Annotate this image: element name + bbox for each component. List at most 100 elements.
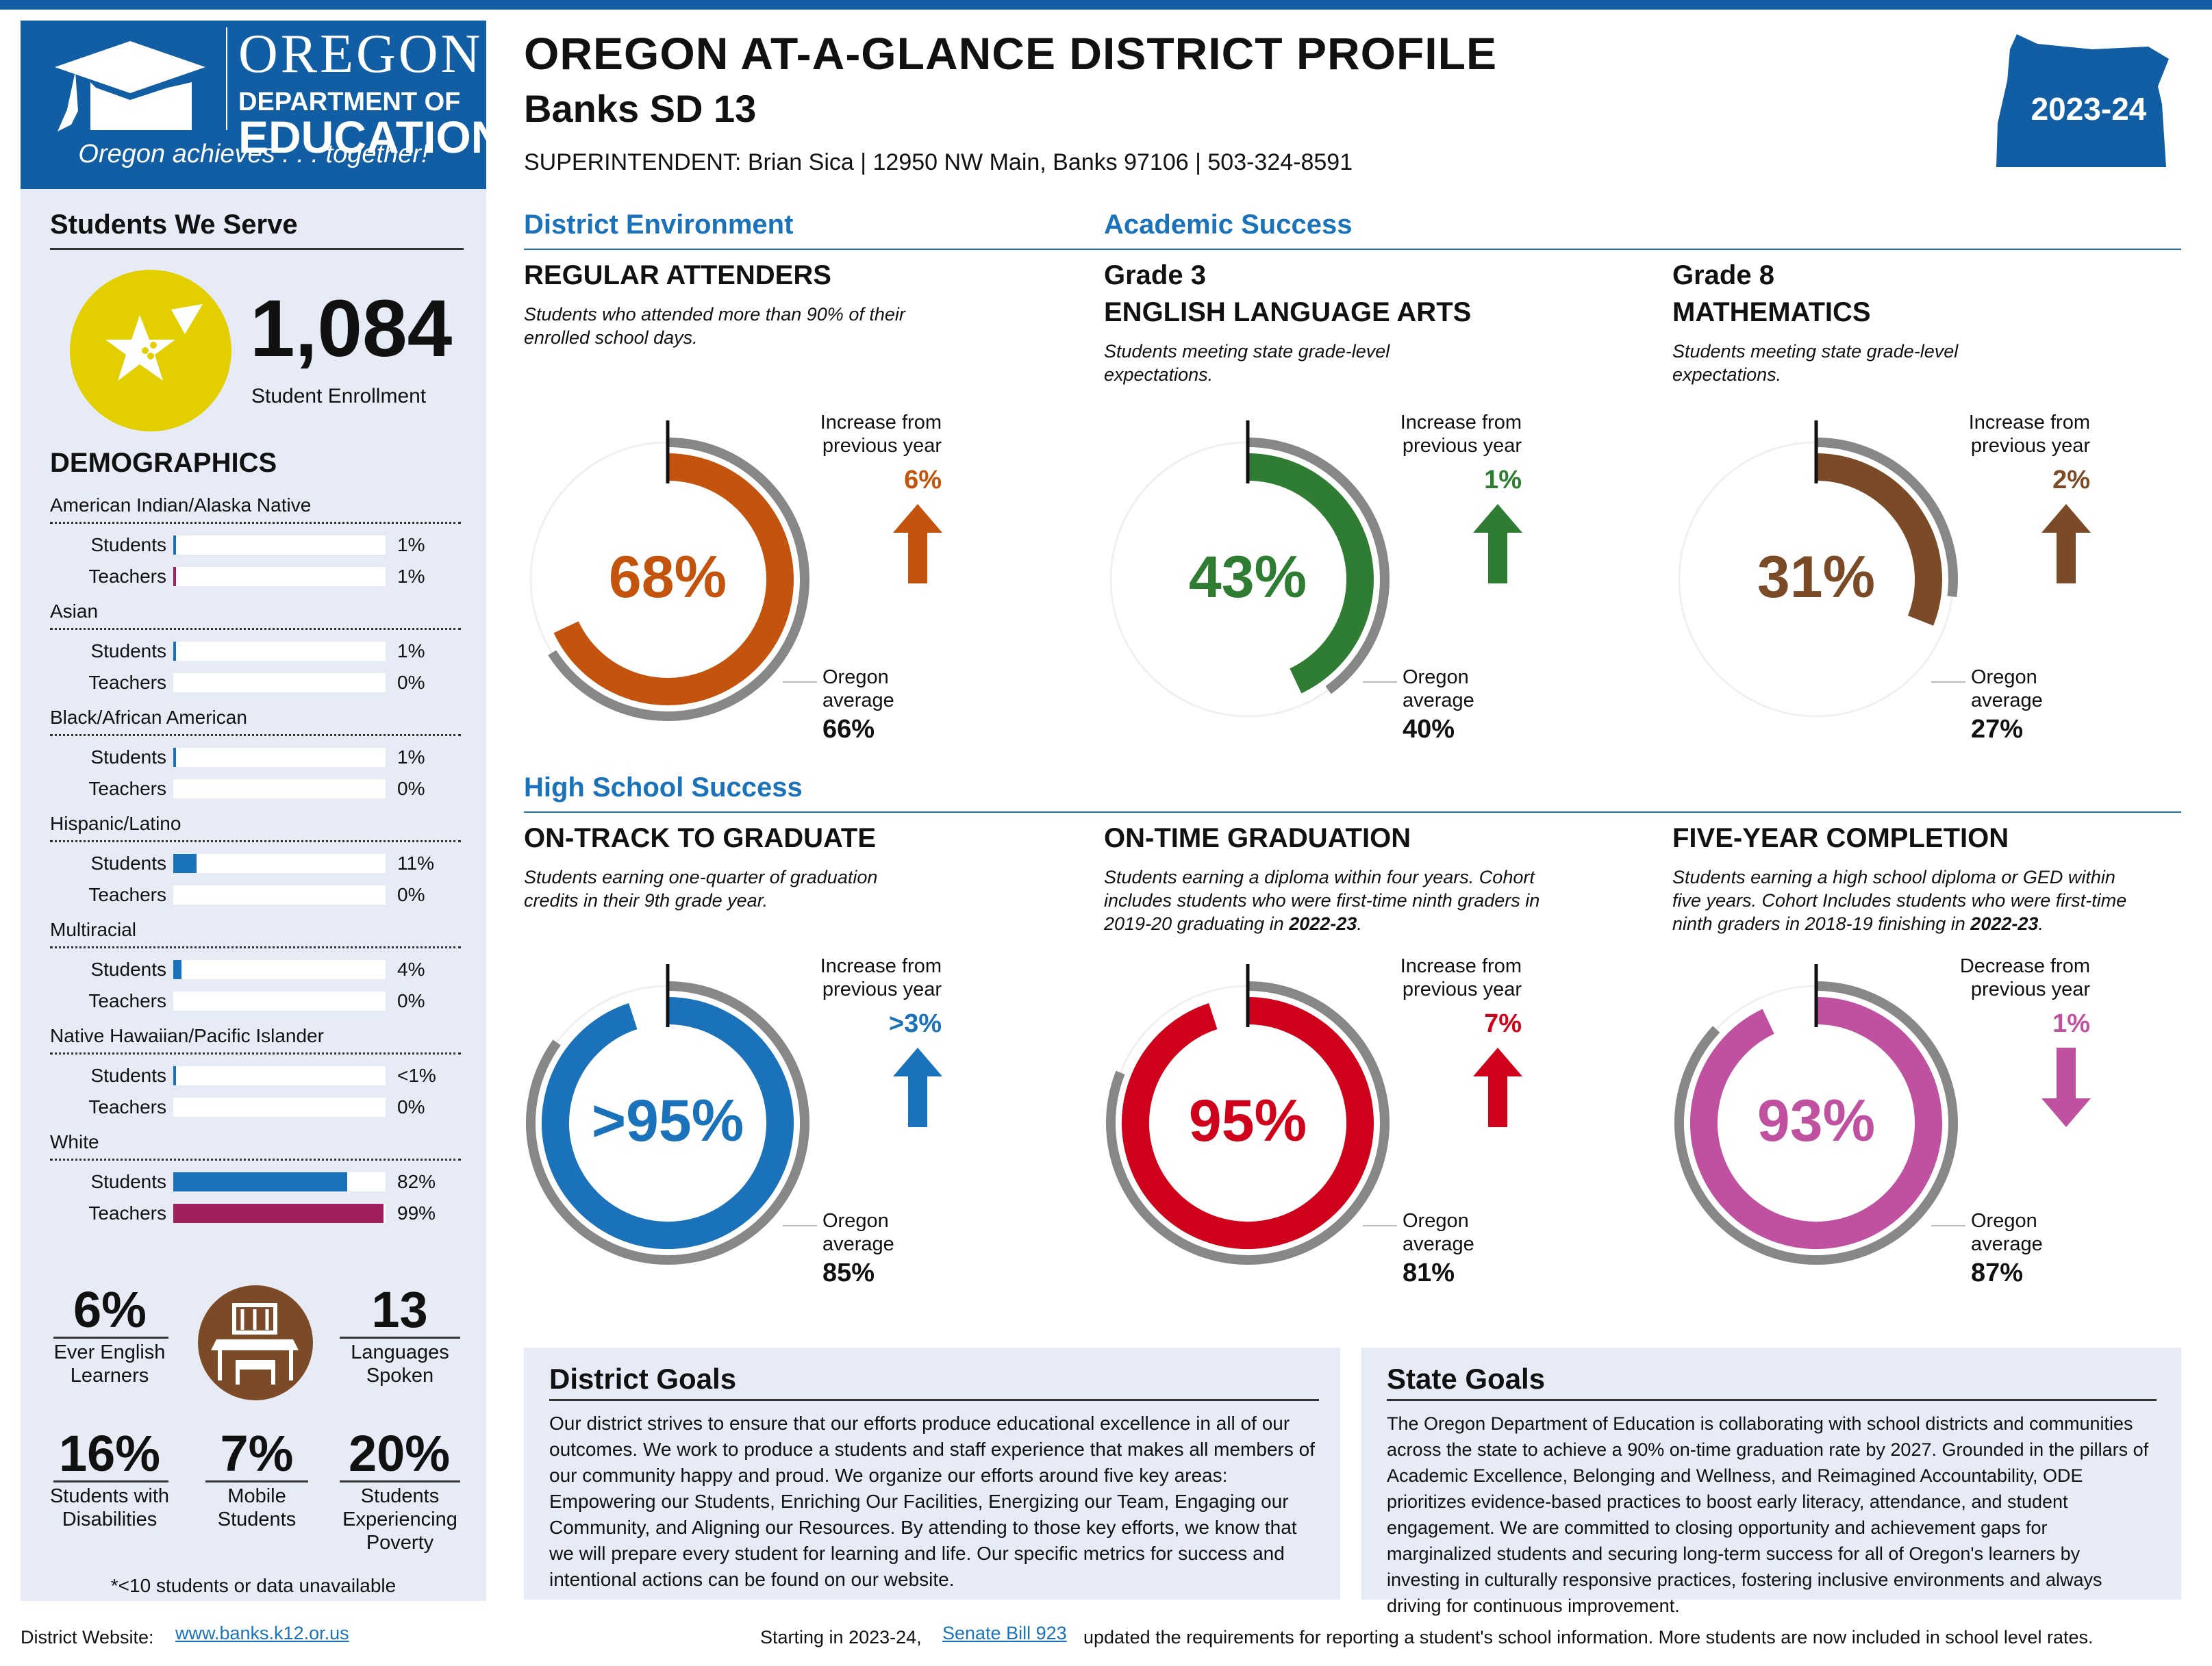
students-row-label: Students: [90, 853, 166, 874]
change-value: 7%: [1484, 1009, 1522, 1038]
demographic-divider: [50, 1052, 461, 1055]
disabilities-label: Students with Disabilities: [49, 1485, 170, 1530]
demographic-divider: [50, 522, 461, 524]
metric-value: 31%: [1757, 544, 1876, 610]
oregon-average-label: Oregon average: [1403, 666, 1474, 711]
demographic-category: Hispanic/Latino: [50, 813, 181, 834]
oregon-average-value: 66%: [822, 715, 875, 744]
teachers-percent: 99%: [397, 1202, 436, 1224]
state-average-arc: [526, 981, 809, 1265]
students-row-label: Students: [90, 1065, 166, 1086]
students-percent: 1%: [397, 746, 425, 768]
students-row-label: Students: [90, 534, 166, 555]
teachers-percent: 0%: [397, 778, 425, 799]
academic-success-title: Academic Success: [1104, 210, 1353, 240]
mobile-rule: [205, 1480, 308, 1482]
demographic-divider: [50, 946, 461, 948]
footer-note-b: updated the requirements for reporting a…: [1083, 1627, 2094, 1648]
students-row-label: Students: [90, 640, 166, 661]
teachers-percent: 0%: [397, 1096, 425, 1118]
metric-description: Students meeting state grade-level expec…: [1104, 341, 1390, 385]
graduation-cap-oregon-icon: [55, 41, 205, 131]
demographic-category: American Indian/Alaska Native: [50, 494, 312, 516]
students-row-label: Students: [90, 1171, 166, 1192]
oregon-average-value: 85%: [822, 1259, 875, 1287]
district-goals-box: District Goals Our district strives to e…: [524, 1348, 1340, 1600]
section-rule-hs: [524, 811, 2181, 813]
high-school-success-title: High School Success: [524, 772, 803, 803]
students-bar-track: [173, 642, 386, 661]
teachers-bar-track: [173, 779, 386, 798]
metric-title: ON-TIME GRADUATION: [1104, 823, 1411, 853]
arrow-up-icon: [1473, 1048, 1522, 1127]
teachers-bar-track: [173, 673, 386, 692]
desk-icon: [198, 1285, 313, 1400]
students-bar-track: [173, 1172, 386, 1191]
oregon-state-icon: [1996, 34, 2169, 167]
demographic-divider: [50, 628, 461, 630]
state-average-arc: [1674, 981, 1958, 1265]
district-goals-text: Our district strives to ensure that our …: [549, 1413, 1315, 1590]
oregon-average-value: 40%: [1403, 715, 1455, 744]
metric-value: 43%: [1188, 544, 1307, 610]
metric-description: Students earning a high school diploma o…: [1672, 866, 2138, 935]
demographic-category: Multiracial: [50, 919, 137, 940]
metric-gauge: [529, 420, 817, 721]
change-label: Increase from previous year: [1968, 412, 2090, 457]
ell-value: 6%: [73, 1281, 147, 1338]
teachers-bar-track: [173, 885, 386, 905]
students-bar-track: [173, 535, 386, 555]
students-bar-track: [173, 1066, 386, 1085]
students-bar-fill: [173, 748, 176, 767]
metric-value: 95%: [1188, 1088, 1307, 1154]
teachers-row-label: Teachers: [88, 884, 166, 905]
sidebar-footnote: *<10 students or data unavailable: [110, 1575, 397, 1596]
demographic-category: Native Hawaiian/Pacific Islander: [50, 1025, 324, 1046]
demographic-divider: [50, 840, 461, 842]
students-row-label: Students: [90, 746, 166, 768]
teachers-bar-track: [173, 567, 386, 586]
demographic-category: Asian: [50, 601, 99, 622]
teachers-row-label: Teachers: [88, 1202, 166, 1224]
metric-gauge: [1678, 420, 1965, 718]
footer-website-label: District Website:: [21, 1627, 154, 1648]
logo-oregon: OREGON: [238, 24, 483, 84]
metric-value: 93%: [1757, 1088, 1876, 1154]
metric-value: >95%: [591, 1088, 744, 1154]
change-label: Increase from previous year: [1400, 412, 1522, 457]
arrow-up-icon: [2041, 504, 2091, 583]
arrow-up-icon: [1473, 504, 1522, 583]
languages-rule: [340, 1337, 460, 1339]
metric-description: Students who attended more than 90% of t…: [524, 304, 905, 348]
mobile-label: Mobile Students: [217, 1485, 297, 1530]
change-label: Increase from previous year: [1400, 955, 1522, 1000]
superintendent-info: SUPERINTENDENT: Brian Sica | 12950 NW Ma…: [524, 149, 1353, 175]
metric-description: Students earning one-quarter of graduati…: [524, 867, 878, 911]
senate-bill-link[interactable]: Senate Bill 923: [942, 1623, 1067, 1643]
metric-gauge: [1109, 420, 1397, 718]
teachers-percent: 1%: [397, 566, 425, 587]
logo-tagline: Oregon achieves . . . together!: [78, 140, 429, 168]
change-value: 1%: [2052, 1009, 2090, 1038]
poverty-label: Students Experiencing Poverty: [342, 1485, 457, 1554]
students-percent: 82%: [397, 1171, 436, 1192]
metric-description: Students meeting state grade-level expec…: [1672, 341, 1959, 385]
demographics-title: DEMOGRAPHICS: [50, 448, 277, 478]
students-percent: 11%: [397, 853, 434, 874]
metric-title: ON-TRACK TO GRADUATE: [524, 823, 877, 853]
district-website-link[interactable]: www.banks.k12.or.us: [175, 1623, 349, 1643]
students-bar-fill: [173, 1172, 348, 1191]
metric-description-end: .: [1357, 913, 1362, 934]
state-goals-text: The Oregon Department of Education is co…: [1387, 1413, 2149, 1616]
metric-description: Students earning a diploma within four y…: [1104, 866, 1570, 935]
oregon-average-value: 81%: [1403, 1259, 1455, 1287]
teachers-row-label: Teachers: [88, 778, 166, 799]
district-value-arc: [553, 453, 794, 705]
teachers-bar-track: [173, 1204, 386, 1223]
district-value-arc: [1690, 997, 1942, 1249]
state-average-arc: [548, 438, 809, 721]
languages-value: 13: [371, 1281, 428, 1338]
metric-title: Grade 3: [1104, 260, 1206, 290]
change-value: 2%: [2052, 466, 2090, 494]
oregon-average-label: Oregon average: [1403, 1210, 1474, 1255]
